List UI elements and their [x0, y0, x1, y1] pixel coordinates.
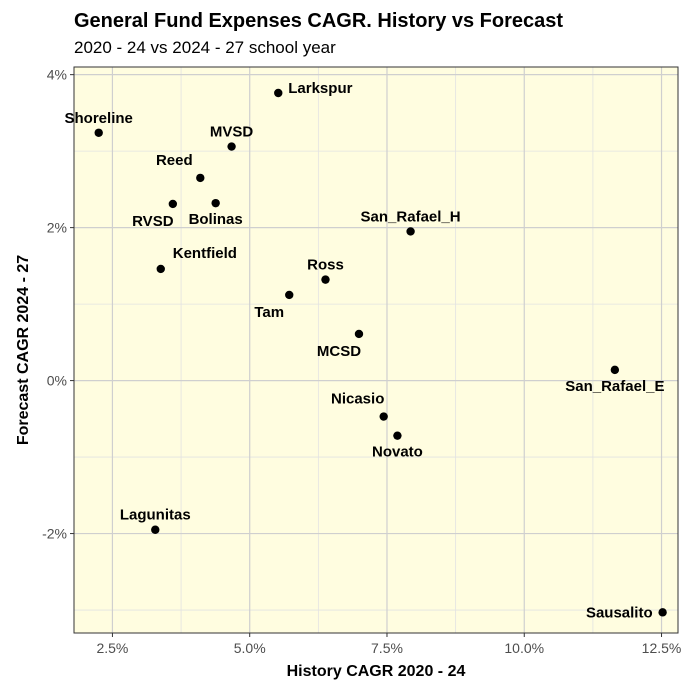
chart-subtitle: 2020 - 24 vs 2024 - 27 school year [74, 38, 336, 57]
point-labels: Shoreline Larkspur MVSD Reed RVSD Bolinas San_… [65, 80, 665, 621]
point-label: Nicasio [331, 391, 384, 408]
data-point [354, 329, 364, 339]
data-point [156, 264, 165, 274]
data-point [610, 365, 620, 375]
y-tick-label: 2% [47, 220, 67, 236]
point-label: Ross [307, 257, 344, 274]
data-point [658, 608, 667, 617]
data-point [94, 128, 103, 137]
x-tick-label: 10.0% [504, 640, 544, 656]
y-tick-label: -2% [42, 526, 67, 542]
data-point [168, 199, 178, 209]
point-label: San_Rafael_H [361, 208, 461, 225]
y-tick-label: 4% [47, 67, 67, 83]
chart-title: General Fund Expenses CAGR. History vs F… [74, 10, 564, 32]
data-point [321, 275, 330, 284]
data-point [406, 227, 415, 236]
axis-ticks: 2.5% 5.0% 7.5% 10.0% 12.5% -2% 0% 2% 4% [42, 67, 681, 656]
x-tick-label: 5.0% [234, 640, 266, 656]
point-label: San_Rafael_E [565, 378, 664, 395]
data-point [285, 290, 294, 300]
point-label: Bolinas [189, 211, 243, 228]
data-point [211, 198, 220, 208]
point-label: MVSD [210, 124, 254, 141]
point-label: RVSD [132, 213, 174, 230]
grid-lines [74, 67, 678, 633]
point-label: Reed [156, 152, 193, 169]
point-label: MCSD [317, 343, 361, 360]
x-axis-title: History CAGR 2020 - 24 [287, 663, 466, 680]
x-tick-label: 7.5% [371, 640, 403, 656]
plot-panel [74, 67, 678, 633]
x-tick-label: 2.5% [96, 640, 128, 656]
point-label: Sausalito [586, 604, 653, 621]
point-label: Kentfield [173, 245, 237, 262]
data-points [94, 88, 667, 617]
data-point [393, 431, 402, 440]
data-point [196, 173, 205, 183]
data-point [227, 142, 236, 151]
point-label: Larkspur [288, 80, 352, 97]
x-tick-label: 12.5% [642, 640, 682, 656]
plot-border [73, 66, 679, 634]
point-label: Tam [254, 304, 284, 321]
data-point [379, 412, 388, 421]
point-label: Lagunitas [120, 507, 191, 524]
point-label: Shoreline [65, 110, 133, 127]
data-point [151, 525, 160, 534]
point-label: Novato [372, 444, 423, 461]
data-point [274, 88, 283, 98]
y-tick-label: 0% [47, 373, 67, 389]
y-axis-title: Forecast CAGR 2024 - 27 [15, 255, 32, 445]
